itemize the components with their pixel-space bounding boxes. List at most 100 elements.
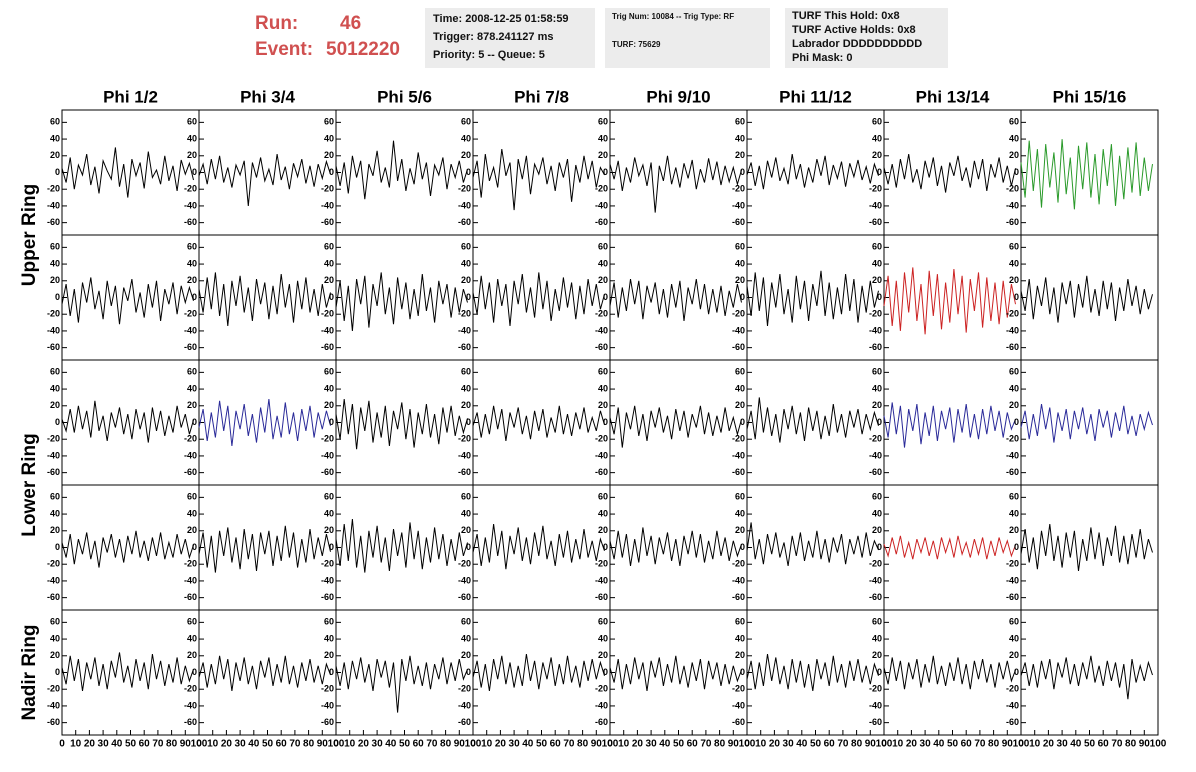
y-tick-label: 20 xyxy=(461,650,471,660)
y-tick-label: 0 xyxy=(1014,292,1019,302)
waveform xyxy=(883,267,1016,335)
x-tick-label: 80 xyxy=(851,739,863,750)
y-tick-label: 40 xyxy=(1009,258,1019,268)
panel-frame xyxy=(472,484,611,611)
y-tick-label: -60 xyxy=(458,342,471,352)
y-tick-label: 20 xyxy=(187,650,197,660)
y-tick-label: -60 xyxy=(595,342,608,352)
y-tick-label: -60 xyxy=(458,592,471,602)
waveform xyxy=(746,270,879,326)
y-tick-label: 40 xyxy=(50,133,60,143)
y-tick-label: 40 xyxy=(1009,383,1019,393)
x-tick-label: 30 xyxy=(98,739,110,750)
y-tick-label: 60 xyxy=(598,617,608,627)
y-tick-label: -20 xyxy=(184,434,197,444)
waveform xyxy=(609,155,742,213)
y-tick-label: -20 xyxy=(595,309,608,319)
x-tick-label: 60 xyxy=(687,739,699,750)
y-tick-label: -40 xyxy=(869,325,882,335)
y-tick-label: -40 xyxy=(47,325,60,335)
waveform xyxy=(335,655,468,713)
y-tick-label: 20 xyxy=(461,525,471,535)
y-tick-label: -40 xyxy=(458,325,471,335)
panel-frame xyxy=(61,234,200,361)
y-tick-label: 40 xyxy=(872,258,882,268)
y-tick-label: 60 xyxy=(50,617,60,627)
y-tick-label: -20 xyxy=(47,559,60,569)
y-tick-label: 0 xyxy=(740,417,745,427)
y-tick-label: -60 xyxy=(869,467,882,477)
y-tick-label: 20 xyxy=(324,275,334,285)
y-tick-label: -60 xyxy=(321,467,334,477)
y-tick-label: -20 xyxy=(321,434,334,444)
event-label: Event: xyxy=(255,39,313,60)
y-tick-label: 60 xyxy=(187,367,197,377)
y-tick-label: 20 xyxy=(598,150,608,160)
y-tick-label: -20 xyxy=(184,309,197,319)
x-tick-label: 70 xyxy=(426,739,438,750)
x-tick-label: 70 xyxy=(289,739,301,750)
y-tick-label: 20 xyxy=(50,150,60,160)
x-tick-label: 10 xyxy=(481,739,493,750)
y-tick-label: 20 xyxy=(872,275,882,285)
y-tick-label: -20 xyxy=(1006,184,1019,194)
y-tick-label: 40 xyxy=(461,258,471,268)
x-tick-label: 0 xyxy=(196,739,202,750)
y-tick-label: -40 xyxy=(595,575,608,585)
y-tick-label: -20 xyxy=(732,684,745,694)
y-tick-label: -40 xyxy=(47,700,60,710)
x-tick-label: 50 xyxy=(1084,739,1096,750)
x-tick-label: 50 xyxy=(673,739,685,750)
y-tick-label: -20 xyxy=(458,309,471,319)
y-tick-label: -20 xyxy=(47,684,60,694)
waveform xyxy=(61,147,194,198)
y-tick-label: -40 xyxy=(1006,325,1019,335)
y-tick-label: -60 xyxy=(869,217,882,227)
x-tick-label: 20 xyxy=(84,739,96,750)
y-tick-label: -60 xyxy=(732,217,745,227)
y-tick-label: 60 xyxy=(187,117,197,127)
y-tick-label: -40 xyxy=(184,700,197,710)
y-tick-label: -40 xyxy=(184,200,197,210)
info-line: TURF This Hold: 0x8 xyxy=(792,10,900,22)
x-tick-label: 50 xyxy=(947,739,959,750)
y-tick-label: 20 xyxy=(324,650,334,660)
y-tick-label: 40 xyxy=(324,508,334,518)
y-tick-label: -20 xyxy=(595,184,608,194)
y-tick-label: -40 xyxy=(458,700,471,710)
y-tick-label: 60 xyxy=(324,117,334,127)
x-tick-label: 90 xyxy=(317,739,329,750)
waveform xyxy=(609,279,742,321)
y-tick-label: 60 xyxy=(187,492,197,502)
x-tick-label: 40 xyxy=(1070,739,1082,750)
y-tick-label: -20 xyxy=(1006,559,1019,569)
y-tick-label: 20 xyxy=(324,400,334,410)
y-tick-label: 0 xyxy=(877,667,882,677)
info-box xyxy=(605,8,770,68)
y-tick-label: -60 xyxy=(184,467,197,477)
y-tick-label: -20 xyxy=(595,559,608,569)
y-tick-label: 40 xyxy=(324,383,334,393)
y-tick-label: -60 xyxy=(595,717,608,727)
y-tick-label: 0 xyxy=(603,542,608,552)
panel-frame xyxy=(746,359,885,486)
x-tick-label: 10 xyxy=(207,739,219,750)
x-tick-label: 10 xyxy=(892,739,904,750)
x-tick-label: 40 xyxy=(248,739,260,750)
y-tick-label: 0 xyxy=(466,292,471,302)
x-tick-label: 20 xyxy=(632,739,644,750)
y-tick-label: -40 xyxy=(732,700,745,710)
x-tick-label: 90 xyxy=(591,739,603,750)
y-tick-label: 20 xyxy=(735,400,745,410)
column-header: Phi 3/4 xyxy=(240,87,295,106)
y-tick-label: 0 xyxy=(1014,167,1019,177)
y-tick-label: 60 xyxy=(1009,492,1019,502)
info-box xyxy=(425,8,595,68)
x-tick-label: 100 xyxy=(876,739,893,750)
waveform xyxy=(746,397,879,443)
panel-frame xyxy=(61,359,200,486)
waveform xyxy=(1020,655,1153,700)
x-tick-label: 60 xyxy=(139,739,151,750)
y-tick-label: 60 xyxy=(735,242,745,252)
y-tick-label: 0 xyxy=(1014,542,1019,552)
